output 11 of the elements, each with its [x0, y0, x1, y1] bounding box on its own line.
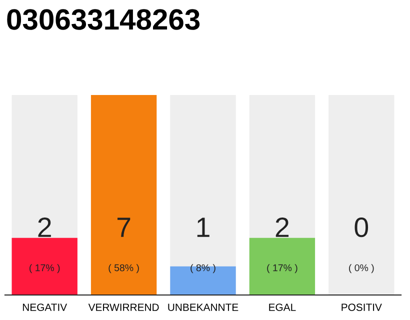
x-tick-label: NEGATIV [22, 304, 68, 311]
x-tick-label: POSITIV [342, 304, 382, 311]
data-label: 7 ( 58% ) [108, 218, 139, 274]
x-tick-label: UNBEKANNTE [168, 304, 238, 311]
x-tick-label: VERWIRREND [88, 304, 159, 311]
data-label: 0 ( 0% ) [349, 218, 374, 274]
data-label: 1 ( 8% ) [190, 218, 216, 274]
data-label: 2 ( 17% ) [30, 218, 60, 274]
x-tick-label: EGAL [269, 304, 296, 311]
data-label: 2 ( 17% ) [267, 218, 298, 274]
chart-title: 030633148263 [7, 9, 200, 30]
